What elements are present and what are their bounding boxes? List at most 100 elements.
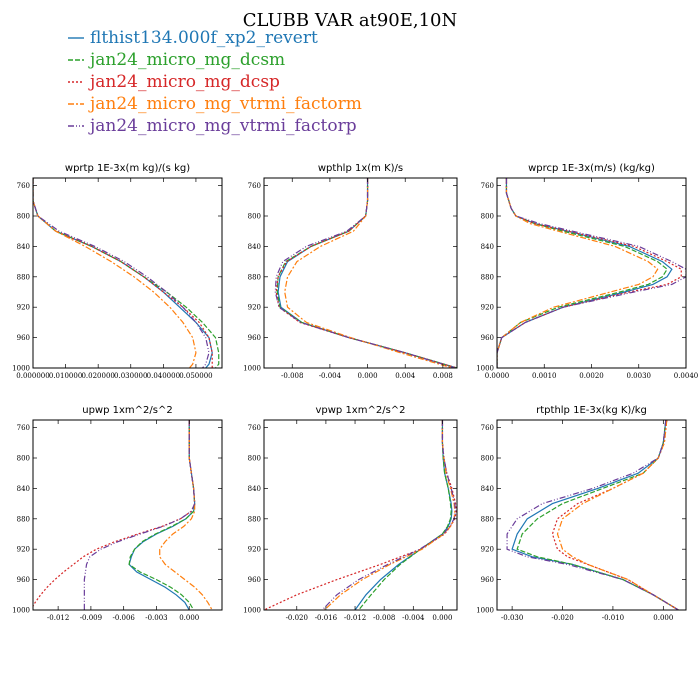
x-tick-label: -0.016 xyxy=(315,614,338,622)
series-line xyxy=(33,178,210,368)
plot-frame xyxy=(32,419,223,611)
x-tick-label: 0.0010 xyxy=(532,372,557,380)
series-line xyxy=(497,178,668,368)
y-tick-label: 880 xyxy=(248,273,261,281)
y-tick-label: 1000 xyxy=(243,607,261,615)
x-tick-label: -0.020 xyxy=(286,614,308,622)
x-tick-label: -0.009 xyxy=(80,614,102,622)
x-tick-label: -0.004 xyxy=(319,372,342,380)
plot-frame xyxy=(496,177,687,369)
chart-panel: vpwp 1xm^2/s^2 760 800 840 880 920 960 1000 -0.0… xyxy=(243,405,458,622)
x-tick-label: -0.012 xyxy=(47,614,69,622)
series-line xyxy=(354,420,453,610)
series-line xyxy=(33,178,197,368)
y-tick-label: 960 xyxy=(17,334,30,342)
plot-frame xyxy=(496,419,687,611)
x-tick-label: 0.004 xyxy=(395,372,416,380)
legend-label: jan24_micro_mg_dcsp xyxy=(88,72,280,92)
x-tick-label: -0.006 xyxy=(112,614,135,622)
chart-panel: upwp 1xm^2/s^2 760 800 840 880 920 960 1000 -0.0… xyxy=(12,405,223,622)
y-tick-label: 1000 xyxy=(12,365,30,373)
x-tick-label: 0.040000 xyxy=(147,372,180,380)
plot-frame xyxy=(263,419,458,611)
x-tick-label: 0.050000 xyxy=(179,372,212,380)
y-tick-label: 1000 xyxy=(476,365,494,373)
series-line xyxy=(516,420,679,610)
y-tick-label: 1000 xyxy=(12,607,30,615)
series-line xyxy=(128,420,196,610)
panel-title: vpwp 1xm^2/s^2 xyxy=(315,405,405,416)
x-tick-label: 0.0030 xyxy=(627,372,652,380)
x-tick-label: 0.000 xyxy=(179,614,199,622)
y-tick-label: 880 xyxy=(17,515,30,523)
x-tick-label: 0.000 xyxy=(432,614,452,622)
series-line xyxy=(33,178,220,368)
series-line xyxy=(551,420,679,610)
series-line xyxy=(506,420,679,610)
series-line xyxy=(159,420,213,610)
series-line xyxy=(33,178,213,368)
panel-title: wpthlp 1x(m K)/s xyxy=(318,163,403,174)
y-tick-label: 840 xyxy=(248,485,261,493)
panel-title: upwp 1xm^2/s^2 xyxy=(82,405,172,416)
panel-title: wprcp 1E-3x(m/s) (kg/kg) xyxy=(528,163,655,174)
chart-panel: rtpthlp 1E-3x(kg K)/kg 760 800 840 880 920 960… xyxy=(476,405,687,622)
x-tick-label: -0.008 xyxy=(281,372,303,380)
y-tick-label: 1000 xyxy=(243,365,261,373)
y-tick-label: 760 xyxy=(481,182,494,190)
y-tick-label: 1000 xyxy=(476,607,494,615)
x-tick-label: 0.020000 xyxy=(81,372,114,380)
series-line xyxy=(324,420,456,610)
series-line xyxy=(497,178,673,368)
panel-title: rtpthlp 1E-3x(kg K)/kg xyxy=(536,405,647,416)
y-tick-label: 920 xyxy=(481,304,494,312)
y-tick-label: 840 xyxy=(17,243,30,251)
y-tick-label: 840 xyxy=(17,485,30,493)
x-tick-label: 0.0020 xyxy=(579,372,604,380)
figure-title: CLUBB VAR at90E,10N xyxy=(243,10,458,31)
x-tick-label: -0.020 xyxy=(551,614,573,622)
x-tick-label: -0.030 xyxy=(501,614,523,622)
series-line xyxy=(264,420,457,610)
x-tick-label: 0.030000 xyxy=(114,372,147,380)
y-tick-label: 760 xyxy=(17,182,30,190)
y-tick-label: 760 xyxy=(248,424,261,432)
legend-label: jan24_micro_mg_vtrmi_factorp xyxy=(88,116,357,136)
y-tick-label: 920 xyxy=(17,304,30,312)
series-line xyxy=(497,178,659,368)
y-tick-label: 880 xyxy=(17,273,30,281)
y-tick-label: 800 xyxy=(248,213,261,221)
y-tick-label: 920 xyxy=(248,304,261,312)
y-tick-label: 760 xyxy=(17,424,30,432)
y-tick-label: 920 xyxy=(17,546,30,554)
y-tick-label: 840 xyxy=(481,243,494,251)
legend-label: jan24_micro_mg_dcsm xyxy=(88,50,285,70)
legend-label: jan24_micro_mg_vtrmi_factorm xyxy=(88,94,362,114)
series-line xyxy=(274,178,456,368)
y-tick-label: 840 xyxy=(248,243,261,251)
series-line xyxy=(284,178,453,368)
chart-panel: wpthlp 1x(m K)/s 760 800 840 880 920 960 1000 -0… xyxy=(243,163,458,380)
series-line xyxy=(83,420,196,610)
x-tick-label: 0.0000 xyxy=(485,372,510,380)
series-line xyxy=(128,420,196,610)
x-tick-label: 0.008 xyxy=(433,372,453,380)
y-tick-label: 880 xyxy=(248,515,261,523)
series-line xyxy=(33,420,196,608)
x-tick-label: -0.008 xyxy=(373,614,395,622)
y-tick-label: 760 xyxy=(248,182,261,190)
x-tick-label: 0.0040 xyxy=(674,372,699,380)
x-tick-label: 0.000 xyxy=(358,372,378,380)
y-tick-label: 800 xyxy=(17,455,30,463)
y-tick-label: 920 xyxy=(481,546,494,554)
series-line xyxy=(33,178,213,368)
plot-frame xyxy=(32,177,223,369)
y-tick-label: 800 xyxy=(17,213,30,221)
x-tick-label: -0.003 xyxy=(145,614,167,622)
chart-panel: wprcp 1E-3x(m/s) (kg/kg) 760 800 840 880 920 9… xyxy=(476,163,698,380)
x-tick-label: -0.004 xyxy=(402,614,425,622)
series-line xyxy=(358,420,452,610)
y-tick-label: 960 xyxy=(17,576,30,584)
y-tick-label: 880 xyxy=(481,515,494,523)
